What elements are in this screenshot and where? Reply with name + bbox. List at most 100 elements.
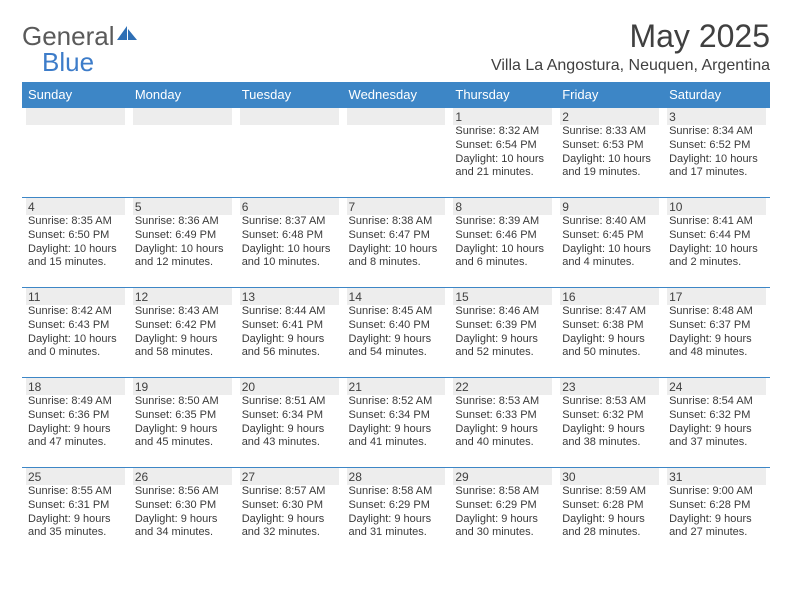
sunset-line: Sunset: 6:28 PM xyxy=(667,499,766,513)
day-number: 3 xyxy=(667,108,766,125)
sunrise-line: Sunrise: 9:00 AM xyxy=(667,485,766,499)
day-number: 24 xyxy=(667,378,766,395)
sunrise-line: Sunrise: 8:47 AM xyxy=(560,305,659,319)
daylight-line: Daylight: 9 hours and 28 minutes. xyxy=(560,513,659,541)
daylight-line: Daylight: 9 hours and 38 minutes. xyxy=(560,423,659,451)
logo: General Blue xyxy=(22,24,139,76)
calendar-cell xyxy=(236,108,343,198)
calendar-cell: 31Sunrise: 9:00 AMSunset: 6:28 PMDayligh… xyxy=(663,468,770,558)
sunset-line: Sunset: 6:54 PM xyxy=(453,139,552,153)
sunset-line: Sunset: 6:30 PM xyxy=(240,499,339,513)
sunset-line: Sunset: 6:34 PM xyxy=(347,409,446,423)
sunset-line: Sunset: 6:40 PM xyxy=(347,319,446,333)
title-block: May 2025 Villa La Angostura, Neuquen, Ar… xyxy=(491,18,770,75)
calendar-table: SundayMondayTuesdayWednesdayThursdayFrid… xyxy=(22,82,770,558)
logo-text-block: General Blue xyxy=(22,24,139,76)
day-number: 4 xyxy=(26,198,125,215)
sunset-line: Sunset: 6:53 PM xyxy=(560,139,659,153)
day-number: 9 xyxy=(560,198,659,215)
day-number: 26 xyxy=(133,468,232,485)
sunset-line: Sunset: 6:45 PM xyxy=(560,229,659,243)
day-number: 2 xyxy=(560,108,659,125)
calendar-cell: 4Sunrise: 8:35 AMSunset: 6:50 PMDaylight… xyxy=(22,198,129,288)
calendar-week-row: 25Sunrise: 8:55 AMSunset: 6:31 PMDayligh… xyxy=(22,468,770,558)
day-number: 21 xyxy=(347,378,446,395)
day-number: 31 xyxy=(667,468,766,485)
calendar-cell xyxy=(22,108,129,198)
sunrise-line: Sunrise: 8:39 AM xyxy=(453,215,552,229)
day-number: 7 xyxy=(347,198,446,215)
day-header: Sunday xyxy=(22,82,129,108)
sunset-line: Sunset: 6:37 PM xyxy=(667,319,766,333)
sunset-line: Sunset: 6:29 PM xyxy=(347,499,446,513)
sunset-line: Sunset: 6:41 PM xyxy=(240,319,339,333)
day-number: 12 xyxy=(133,288,232,305)
calendar-cell: 18Sunrise: 8:49 AMSunset: 6:36 PMDayligh… xyxy=(22,378,129,468)
calendar-cell: 11Sunrise: 8:42 AMSunset: 6:43 PMDayligh… xyxy=(22,288,129,378)
daylight-line: Daylight: 10 hours and 21 minutes. xyxy=(453,153,552,181)
day-number: 22 xyxy=(453,378,552,395)
sunrise-line: Sunrise: 8:52 AM xyxy=(347,395,446,409)
day-number: 19 xyxy=(133,378,232,395)
day-number: 16 xyxy=(560,288,659,305)
sunset-line: Sunset: 6:36 PM xyxy=(26,409,125,423)
day-number: 6 xyxy=(240,198,339,215)
calendar-cell: 29Sunrise: 8:58 AMSunset: 6:29 PMDayligh… xyxy=(449,468,556,558)
calendar-cell: 10Sunrise: 8:41 AMSunset: 6:44 PMDayligh… xyxy=(663,198,770,288)
day-number: 10 xyxy=(667,198,766,215)
sunrise-line: Sunrise: 8:53 AM xyxy=(560,395,659,409)
sunset-line: Sunset: 6:29 PM xyxy=(453,499,552,513)
sail-icon xyxy=(115,24,139,49)
sunrise-line: Sunrise: 8:32 AM xyxy=(453,125,552,139)
calendar-cell: 22Sunrise: 8:53 AMSunset: 6:33 PMDayligh… xyxy=(449,378,556,468)
calendar-week-row: 4Sunrise: 8:35 AMSunset: 6:50 PMDaylight… xyxy=(22,198,770,288)
calendar-week-row: 18Sunrise: 8:49 AMSunset: 6:36 PMDayligh… xyxy=(22,378,770,468)
daylight-line: Daylight: 9 hours and 48 minutes. xyxy=(667,333,766,361)
calendar-cell: 7Sunrise: 8:38 AMSunset: 6:47 PMDaylight… xyxy=(343,198,450,288)
sunset-line: Sunset: 6:43 PM xyxy=(26,319,125,333)
sunrise-line: Sunrise: 8:59 AM xyxy=(560,485,659,499)
sunset-line: Sunset: 6:32 PM xyxy=(560,409,659,423)
calendar-cell: 15Sunrise: 8:46 AMSunset: 6:39 PMDayligh… xyxy=(449,288,556,378)
daylight-line: Daylight: 9 hours and 32 minutes. xyxy=(240,513,339,541)
daylight-line: Daylight: 9 hours and 37 minutes. xyxy=(667,423,766,451)
day-number-empty xyxy=(347,108,446,125)
sunrise-line: Sunrise: 8:51 AM xyxy=(240,395,339,409)
calendar-cell: 9Sunrise: 8:40 AMSunset: 6:45 PMDaylight… xyxy=(556,198,663,288)
day-number: 29 xyxy=(453,468,552,485)
day-number: 8 xyxy=(453,198,552,215)
sunrise-line: Sunrise: 8:55 AM xyxy=(26,485,125,499)
sunrise-line: Sunrise: 8:38 AM xyxy=(347,215,446,229)
daylight-line: Daylight: 10 hours and 17 minutes. xyxy=(667,153,766,181)
day-number: 28 xyxy=(347,468,446,485)
daylight-line: Daylight: 9 hours and 58 minutes. xyxy=(133,333,232,361)
daylight-line: Daylight: 10 hours and 8 minutes. xyxy=(347,243,446,271)
calendar-cell: 25Sunrise: 8:55 AMSunset: 6:31 PMDayligh… xyxy=(22,468,129,558)
calendar-body: 1Sunrise: 8:32 AMSunset: 6:54 PMDaylight… xyxy=(22,108,770,558)
calendar-cell: 2Sunrise: 8:33 AMSunset: 6:53 PMDaylight… xyxy=(556,108,663,198)
sunset-line: Sunset: 6:28 PM xyxy=(560,499,659,513)
day-number: 14 xyxy=(347,288,446,305)
sunrise-line: Sunrise: 8:40 AM xyxy=(560,215,659,229)
day-header: Thursday xyxy=(449,82,556,108)
calendar-cell: 28Sunrise: 8:58 AMSunset: 6:29 PMDayligh… xyxy=(343,468,450,558)
month-title: May 2025 xyxy=(491,18,770,55)
calendar-cell: 13Sunrise: 8:44 AMSunset: 6:41 PMDayligh… xyxy=(236,288,343,378)
sunrise-line: Sunrise: 8:56 AM xyxy=(133,485,232,499)
daylight-line: Daylight: 9 hours and 47 minutes. xyxy=(26,423,125,451)
sunset-line: Sunset: 6:32 PM xyxy=(667,409,766,423)
sunrise-line: Sunrise: 8:58 AM xyxy=(453,485,552,499)
daylight-line: Daylight: 9 hours and 34 minutes. xyxy=(133,513,232,541)
daylight-line: Daylight: 10 hours and 4 minutes. xyxy=(560,243,659,271)
daylight-line: Daylight: 9 hours and 35 minutes. xyxy=(26,513,125,541)
day-number: 25 xyxy=(26,468,125,485)
daylight-line: Daylight: 9 hours and 50 minutes. xyxy=(560,333,659,361)
daylight-line: Daylight: 9 hours and 30 minutes. xyxy=(453,513,552,541)
sunrise-line: Sunrise: 8:33 AM xyxy=(560,125,659,139)
day-number: 20 xyxy=(240,378,339,395)
sunrise-line: Sunrise: 8:42 AM xyxy=(26,305,125,319)
day-number: 11 xyxy=(26,288,125,305)
sunset-line: Sunset: 6:49 PM xyxy=(133,229,232,243)
calendar-cell xyxy=(343,108,450,198)
calendar-cell: 23Sunrise: 8:53 AMSunset: 6:32 PMDayligh… xyxy=(556,378,663,468)
